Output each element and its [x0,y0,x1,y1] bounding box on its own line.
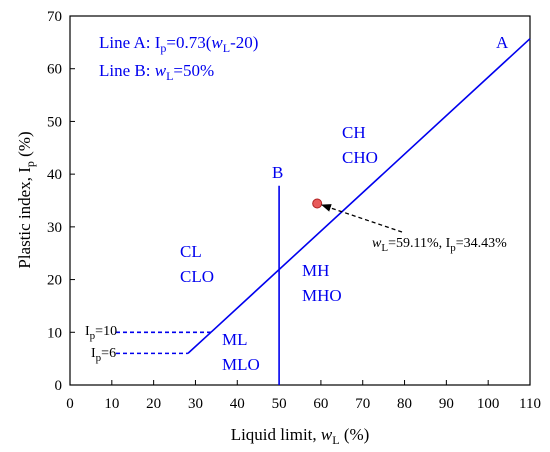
line-a [210,38,531,333]
y-tick-label: 70 [47,9,62,25]
region-label-ml: ML [222,330,248,349]
y-tick-label: 30 [47,220,62,236]
series-layer [116,38,531,385]
y-axis-ticks: 0 10 20 30 40 50 60 70 [47,9,75,394]
ip10-annotation: Ip=10 [85,324,117,342]
y-axis-title: Plastic index, Ip (%) [15,131,37,268]
x-tick-label: 40 [230,396,245,412]
legend-line-b: Line B: wL=50% [99,61,214,83]
legend-line-a: Line A: Ip=0.73(wL-20) [99,33,258,55]
x-tick-label: 80 [397,396,412,412]
y-tick-label: 0 [55,378,63,394]
x-tick-label: 50 [272,396,287,412]
y-tick-label: 60 [47,62,62,78]
point-annotation-arrow [321,204,403,233]
x-tick-label: 20 [146,396,161,412]
x-axis-ticks: 0 10 20 30 40 50 60 70 80 90 100 110 [66,380,541,412]
region-label-mho: MHO [302,286,342,305]
region-label-cl: CL [180,242,202,261]
connector-line [187,331,212,354]
ip6-annotation: Ip=6 [91,346,116,364]
x-tick-label: 10 [104,396,119,412]
line-a-label: A [496,33,509,52]
x-axis-title: Liquid limit, wL (%) [231,425,370,447]
x-tick-label: 90 [439,396,454,412]
y-tick-label: 40 [47,167,62,183]
region-label-mh: MH [302,261,329,280]
region-label-ch: CH [342,123,366,142]
region-label-cho: CHO [342,148,378,167]
point-layer [312,198,323,209]
region-label-mlo: MLO [222,355,260,374]
x-tick-label: 60 [313,396,328,412]
region-label-clo: CLO [180,267,214,286]
point-annotation: wL=59.11%, Ip=34.43% [372,236,507,254]
plot-frame [69,15,531,386]
y-tick-label: 10 [47,325,62,341]
x-tick-label: 110 [519,396,541,412]
line-b-label: B [272,163,283,182]
data-point [312,198,323,209]
x-tick-label: 30 [188,396,203,412]
x-tick-label: 70 [355,396,370,412]
y-tick-label: 50 [47,114,62,130]
x-tick-label: 100 [477,396,500,412]
x-tick-label: 0 [66,396,74,412]
y-tick-label: 20 [47,273,62,289]
